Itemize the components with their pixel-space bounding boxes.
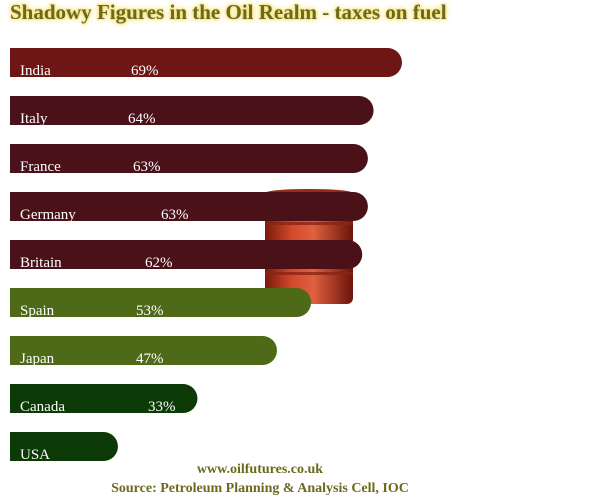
- bar-value-label: 53%: [136, 303, 164, 319]
- bar-category-label: Italy: [20, 111, 48, 127]
- bars-group: India 69% Italy 64% France 63% Germany 63% Brita…: [10, 48, 402, 463]
- bar-category-label: USA: [20, 447, 50, 463]
- bar-value-label: 63%: [161, 207, 189, 223]
- bar-category-label: India: [20, 63, 51, 79]
- bar-japan: [10, 336, 278, 365]
- bar-india: [10, 48, 402, 77]
- bar-category-label: Germany: [20, 207, 76, 223]
- bar-value-label: 69%: [131, 63, 159, 79]
- bar-canada: [10, 384, 198, 413]
- bar-britain: [10, 240, 363, 269]
- bar-usa: [10, 432, 118, 461]
- bar-value-label: 64%: [128, 111, 156, 127]
- bar-category-label: France: [20, 159, 61, 175]
- bar-value-label: 19%: [130, 447, 158, 463]
- bar-value-label: 63%: [133, 159, 161, 175]
- bar-category-label: Britain: [20, 255, 62, 271]
- footer-source: Source: Petroleum Planning & Analysis Ce…: [111, 481, 409, 496]
- bar-category-label: Spain: [20, 303, 55, 319]
- chart-title: Shadowy Figures in the Oil Realm - taxes…: [10, 0, 447, 24]
- bar-category-label: Canada: [20, 399, 65, 415]
- bar-spain: [10, 288, 312, 317]
- bar-value-label: 33%: [148, 399, 176, 415]
- bar-value-label: 47%: [136, 351, 164, 367]
- footer-url[interactable]: www.oilfutures.co.uk: [196, 462, 324, 477]
- bar-italy: [10, 96, 374, 125]
- bar-value-label: 62%: [145, 255, 173, 271]
- bar-france: [10, 144, 368, 173]
- bar-category-label: Japan: [20, 351, 55, 367]
- bar-germany: [10, 192, 368, 221]
